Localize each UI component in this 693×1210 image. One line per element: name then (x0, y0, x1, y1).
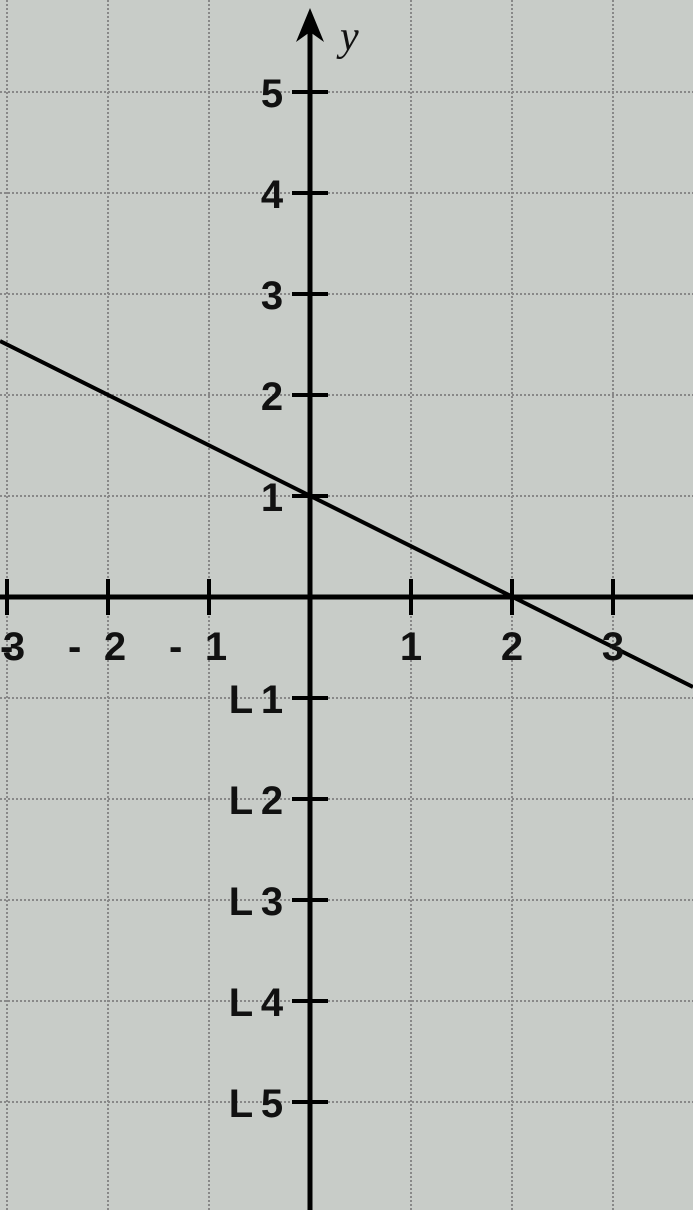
y-axis-label: y (336, 14, 359, 60)
svg-text:5: 5 (261, 72, 283, 116)
svg-text:3: 3 (3, 625, 25, 669)
svg-text:L: L (229, 779, 253, 823)
svg-text:4: 4 (261, 981, 284, 1025)
svg-text:1: 1 (205, 625, 227, 669)
chart-svg: - 3 - 2 - 1 1 2 3 5 4 3 2 1 L 1 L 2 L 3 … (0, 0, 693, 1210)
svg-text:4: 4 (261, 173, 284, 217)
svg-text:L: L (229, 1082, 253, 1126)
svg-text:1: 1 (400, 625, 422, 669)
svg-text:3: 3 (261, 274, 283, 318)
svg-text:3: 3 (602, 625, 624, 669)
svg-text:5: 5 (261, 1082, 283, 1126)
chart-background (0, 0, 693, 1210)
svg-text:2: 2 (261, 779, 283, 823)
svg-text:L: L (229, 981, 253, 1025)
svg-text:-: - (68, 625, 81, 669)
svg-text:2: 2 (501, 625, 523, 669)
svg-text:L: L (229, 678, 253, 722)
svg-text:L: L (229, 880, 253, 924)
svg-text:1: 1 (261, 476, 283, 520)
svg-text:3: 3 (261, 880, 283, 924)
line-chart: - 3 - 2 - 1 1 2 3 5 4 3 2 1 L 1 L 2 L 3 … (0, 0, 693, 1210)
svg-text:-: - (169, 625, 182, 669)
svg-text:1: 1 (261, 678, 283, 722)
svg-text:2: 2 (261, 375, 283, 419)
svg-text:2: 2 (104, 625, 126, 669)
